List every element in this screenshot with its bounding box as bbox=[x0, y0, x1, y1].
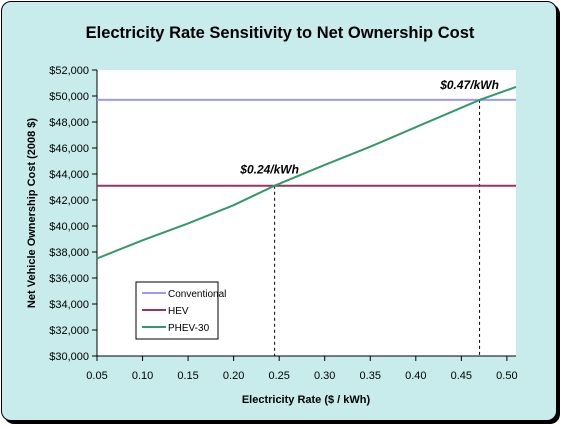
annotation-label: $0.47/kWh bbox=[439, 78, 499, 92]
legend-label: HEV bbox=[168, 306, 189, 317]
legend-label: Conventional bbox=[168, 289, 226, 300]
x-tick-label: 0.40 bbox=[405, 370, 426, 382]
axes: $30,000 $32,000 $34,000 $36,000 $38,000 $40,0… bbox=[49, 65, 517, 382]
series-layer bbox=[96, 85, 517, 260]
x-tick-label: 0.15 bbox=[177, 370, 198, 382]
y-tick-label: $46,000 bbox=[49, 143, 89, 155]
x-tick-label: 0.45 bbox=[451, 370, 472, 382]
y-tick-label: $36,000 bbox=[49, 273, 89, 285]
annotations: $0.24/kWh $0.47/kWh bbox=[239, 78, 499, 177]
x-tick-label: 0.20 bbox=[223, 370, 244, 382]
y-tick-label: $44,000 bbox=[49, 169, 89, 181]
y-tick-label: $48,000 bbox=[49, 117, 89, 129]
y-tick-label: $42,000 bbox=[49, 195, 89, 207]
x-tick-label: 0.35 bbox=[360, 370, 381, 382]
legend-label: PHEV-30 bbox=[168, 323, 210, 334]
x-axis-title: Electricity Rate ($ / kWh) bbox=[242, 394, 371, 406]
annotation-drop-lines bbox=[274, 99, 481, 356]
x-tick-label: 0.10 bbox=[132, 370, 153, 382]
y-tick-label: $34,000 bbox=[49, 299, 89, 311]
chart-title: Electricity Rate Sensitivity to Net Owne… bbox=[85, 24, 475, 42]
series-line-phev-30 bbox=[96, 85, 517, 260]
y-tick-label: $38,000 bbox=[49, 247, 89, 259]
x-tick-label: 0.30 bbox=[314, 370, 335, 382]
y-tick-label: $40,000 bbox=[49, 221, 89, 233]
x-tick-label: 0.50 bbox=[496, 370, 517, 382]
y-tick-label: $50,000 bbox=[49, 91, 89, 103]
y-tick-label: $52,000 bbox=[49, 65, 89, 77]
annotation-label: $0.24/kWh bbox=[239, 163, 299, 177]
x-tick-label: 0.05 bbox=[86, 370, 107, 382]
y-tick-label: $30,000 bbox=[49, 351, 89, 363]
y-axis-title: Net Vehicle Ownership Cost (2008 $) bbox=[26, 118, 38, 308]
legend: Conventional HEV PHEV-30 bbox=[135, 281, 226, 340]
x-tick-label: 0.25 bbox=[268, 370, 289, 382]
y-tick-label: $32,000 bbox=[49, 325, 89, 337]
